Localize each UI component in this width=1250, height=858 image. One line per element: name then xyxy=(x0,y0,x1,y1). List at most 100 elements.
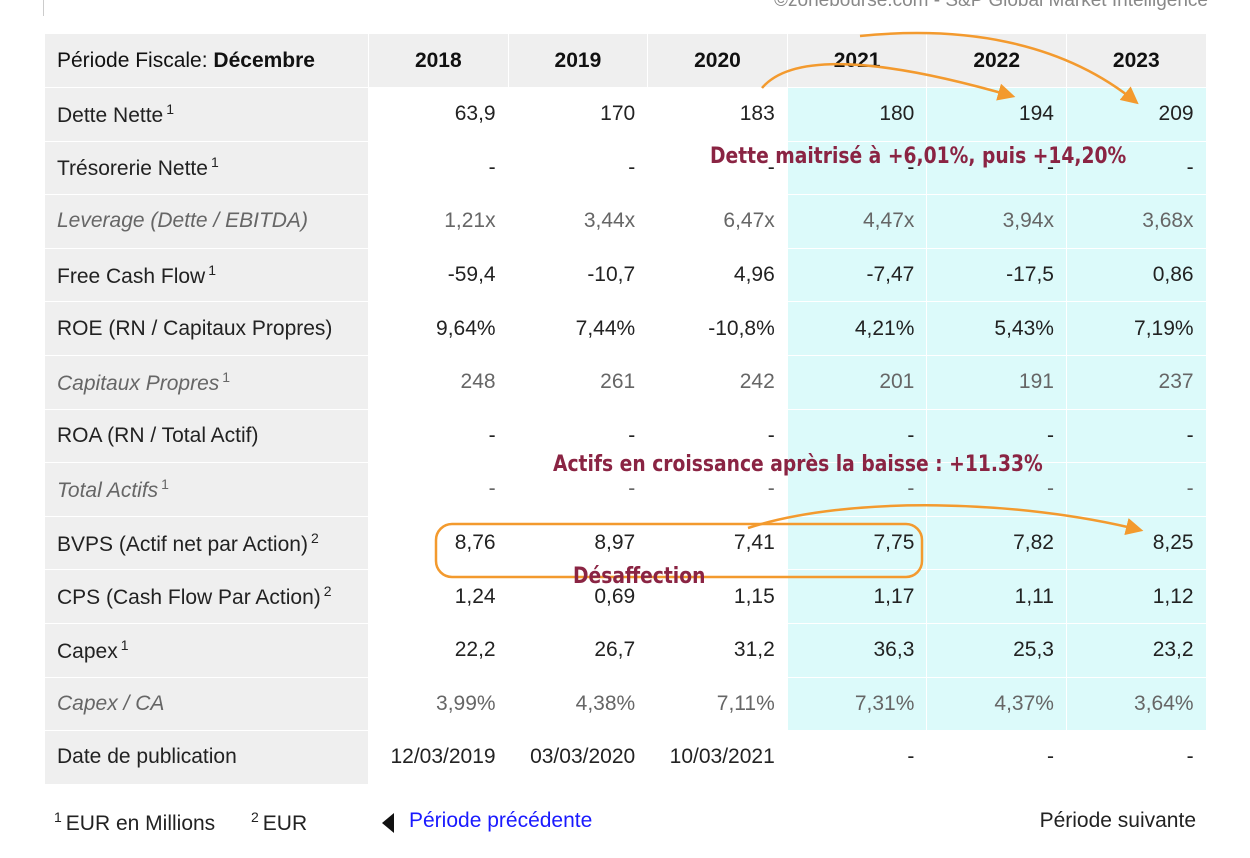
row-label: Leverage (Dette / EBITDA) xyxy=(44,194,369,249)
table-row: BVPS (Actif net par Action) 2 8,76 8,97 7,41… xyxy=(44,515,1207,571)
top-divider xyxy=(43,0,44,16)
disaffection-annotation: Désaffection xyxy=(573,564,706,589)
row-label: Free Cash Flow 1 xyxy=(44,247,369,303)
value-cell: - xyxy=(368,408,509,464)
row-label: Capex 1 xyxy=(44,622,369,678)
value-cell: 1,15 xyxy=(647,569,788,624)
value-cell: 31,2 xyxy=(647,622,788,678)
value-cell: 237 xyxy=(1065,354,1207,410)
value-cell: - xyxy=(1065,408,1207,464)
value-cell: - xyxy=(1065,730,1207,785)
value-cell: 1,24 xyxy=(368,569,509,624)
value-cell: 1,12 xyxy=(1065,569,1207,624)
value-cell: 22,2 xyxy=(368,622,509,678)
value-cell: 242 xyxy=(647,354,788,410)
table-row: Capex / CA 3,99% 4,38% 7,11% 7,31% 4,37% 3,64% xyxy=(44,676,1207,732)
value-cell: 209 xyxy=(1065,87,1207,142)
triangle-left-icon[interactable] xyxy=(382,813,394,833)
value-cell: 7,31% xyxy=(786,676,928,732)
year-header: 2019 xyxy=(507,33,649,88)
table-row: ROE (RN / Capitaux Propres) 9,64% 7,44% -10… xyxy=(44,301,1207,356)
table-row: Dette Nette 1 63,9 170 183 180 194 209 xyxy=(44,87,1207,142)
value-cell: 7,41 xyxy=(647,515,788,571)
value-cell: 8,25 xyxy=(1065,515,1207,571)
value-cell: 6,47x xyxy=(647,194,788,249)
value-cell: 03/03/2020 xyxy=(507,730,649,785)
table-row: ROA (RN / Total Actif) - - - - - - xyxy=(44,408,1207,464)
value-cell: 170 xyxy=(507,87,649,142)
value-cell: - xyxy=(647,140,788,196)
value-cell: - xyxy=(786,730,928,785)
value-cell: -17,5 xyxy=(926,247,1067,303)
footnote-eur: 2 EUR xyxy=(251,809,308,835)
value-cell: 3,64% xyxy=(1065,676,1207,732)
value-cell: -59,4 xyxy=(368,247,509,303)
row-label: Trésorerie Nette 1 xyxy=(44,140,369,196)
value-cell: 183 xyxy=(647,87,788,142)
fiscal-period-label: Période Fiscale: Décembre xyxy=(44,33,369,88)
value-cell: - xyxy=(926,408,1067,464)
value-cell: - xyxy=(1065,462,1207,517)
value-cell: - xyxy=(507,462,649,517)
value-cell: - xyxy=(926,140,1067,196)
value-cell: 1,11 xyxy=(926,569,1067,624)
row-label: ROE (RN / Capitaux Propres) xyxy=(44,301,369,356)
year-header: 2020 xyxy=(647,33,788,88)
value-cell: 9,64% xyxy=(368,301,509,356)
value-cell: 10/03/2021 xyxy=(647,730,788,785)
value-cell: 8,76 xyxy=(368,515,509,571)
value-cell: 36,3 xyxy=(786,622,928,678)
value-cell: 7,44% xyxy=(507,301,649,356)
value-cell: 7,82 xyxy=(926,515,1067,571)
value-cell: - xyxy=(786,408,928,464)
row-label: Capex / CA xyxy=(44,676,369,732)
year-header: 2018 xyxy=(368,33,509,88)
value-cell: - xyxy=(647,408,788,464)
value-cell: 12/03/2019 xyxy=(368,730,509,785)
value-cell: 3,44x xyxy=(507,194,649,249)
previous-period-link[interactable]: Période précédente xyxy=(409,809,593,832)
footnote-eur-millions: 1 EUR en Millions xyxy=(54,809,216,835)
value-cell: 26,7 xyxy=(507,622,649,678)
value-cell: 201 xyxy=(786,354,928,410)
value-cell: 5,43% xyxy=(926,301,1067,356)
year-header: 2021 xyxy=(786,33,928,88)
row-label: Total Actifs 1 xyxy=(44,462,369,517)
value-cell: 3,94x xyxy=(926,194,1067,249)
value-cell: 0,69 xyxy=(507,569,649,624)
value-cell: 7,11% xyxy=(647,676,788,732)
value-cell: 180 xyxy=(786,87,928,142)
table-row: Leverage (Dette / EBITDA) 1,21x 3,44x 6,47x… xyxy=(44,194,1207,249)
table-row: Free Cash Flow 1 -59,4 -10,7 4,96 -7,47 -17,5 0… xyxy=(44,247,1207,303)
value-cell: 248 xyxy=(368,354,509,410)
value-cell: 1,17 xyxy=(786,569,928,624)
value-cell: 25,3 xyxy=(926,622,1067,678)
value-cell: 4,47x xyxy=(786,194,928,249)
value-cell: 4,21% xyxy=(786,301,928,356)
table-row: Capex 1 22,2 26,7 31,2 36,3 25,3 23,2 xyxy=(44,622,1207,678)
value-cell: 261 xyxy=(507,354,649,410)
value-cell: 3,68x xyxy=(1065,194,1207,249)
value-cell: - xyxy=(368,140,509,196)
value-cell: - xyxy=(926,730,1067,785)
row-label: CPS (Cash Flow Par Action) 2 xyxy=(44,569,369,624)
value-cell: 4,37% xyxy=(926,676,1067,732)
value-cell: -7,47 xyxy=(786,247,928,303)
value-cell: 4,38% xyxy=(507,676,649,732)
source-credit: ©zonebourse.com - S&P Global Market Inte… xyxy=(774,0,1208,11)
value-cell: 23,2 xyxy=(1065,622,1207,678)
value-cell: 7,19% xyxy=(1065,301,1207,356)
value-cell: - xyxy=(368,462,509,517)
value-cell: 7,75 xyxy=(786,515,928,571)
row-label: Dette Nette 1 xyxy=(44,87,369,142)
next-period-link[interactable]: Période suivante xyxy=(1039,809,1196,832)
debt-annotation: Dette maitrisé à +6,01%, puis +14,20% xyxy=(710,144,1127,169)
value-cell: 194 xyxy=(926,87,1067,142)
value-cell: - xyxy=(507,408,649,464)
financial-table: Période Fiscale: Décembre 2018 2019 2020… xyxy=(44,33,1207,785)
header-row: Période Fiscale: Décembre 2018 2019 2020… xyxy=(44,33,1207,88)
value-cell: 3,99% xyxy=(368,676,509,732)
value-cell: 8,97 xyxy=(507,515,649,571)
row-label: Capitaux Propres 1 xyxy=(44,354,369,410)
assets-annotation: Actifs en croissance après la baisse : +… xyxy=(553,452,1043,477)
